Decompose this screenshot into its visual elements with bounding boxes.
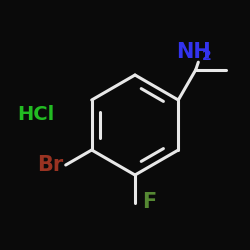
Text: Br: Br [37,155,63,175]
Text: NH: NH [176,42,211,62]
Text: 2: 2 [202,49,212,63]
Text: HCl: HCl [18,106,55,124]
Text: F: F [142,192,157,212]
